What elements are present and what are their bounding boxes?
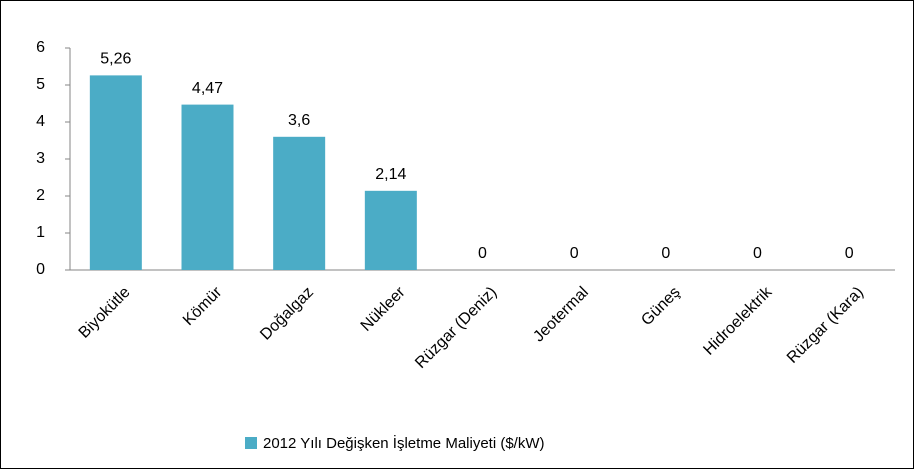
y-tick-label: 4 [36, 113, 45, 130]
bar [364, 190, 417, 270]
y-tick-label: 3 [36, 150, 45, 167]
y-tick-label: 0 [36, 261, 45, 278]
bar [273, 136, 326, 270]
data-label: 0 [478, 245, 487, 262]
y-tick-label: 2 [36, 187, 45, 204]
data-label: 0 [753, 245, 762, 262]
data-label: 0 [661, 245, 670, 262]
bar [181, 104, 234, 270]
data-label: 0 [845, 245, 854, 262]
y-tick-label: 5 [36, 76, 45, 93]
data-label: 3,6 [288, 112, 310, 129]
data-label: 5,26 [100, 51, 131, 68]
data-label: 2,14 [375, 166, 406, 183]
legend-label: 2012 Yılı Değişken İşletme Maliyeti ($/k… [263, 434, 545, 452]
y-tick-label: 1 [36, 224, 45, 241]
legend-swatch [245, 437, 257, 449]
bar [89, 75, 142, 270]
data-label: 0 [570, 245, 579, 262]
y-tick-label: 6 [36, 39, 45, 56]
data-label: 4,47 [192, 80, 223, 97]
